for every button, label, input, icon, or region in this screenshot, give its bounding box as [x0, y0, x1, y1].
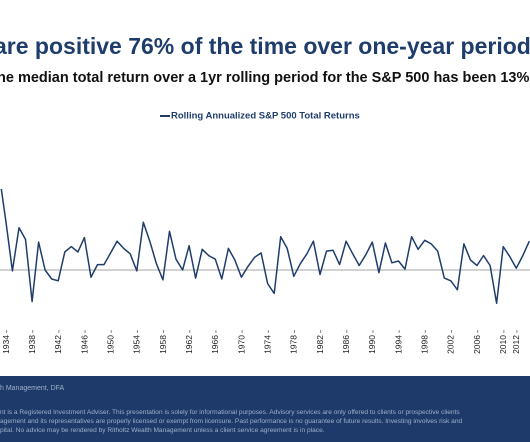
x-tick-label: 1942	[53, 335, 63, 354]
chart-title: are positive 76% of the time over one-ye…	[0, 33, 530, 59]
x-tick-label: 1958	[158, 335, 168, 354]
x-tick-label: 2010	[498, 335, 508, 354]
chart-subtitle: he median total return over a 1yr rollin…	[0, 70, 529, 86]
x-tick-label: 1954	[132, 335, 142, 354]
footer-band	[0, 376, 530, 442]
x-tick-label: 2012	[511, 335, 521, 354]
x-tick-label: 1970	[236, 335, 246, 354]
x-tick-label: 1978	[289, 335, 299, 354]
x-tick-label: 2002	[446, 335, 456, 354]
footer-source: h Management, DFA	[0, 385, 65, 392]
x-tick-label: 1986	[341, 335, 351, 354]
x-tick-label: 1990	[367, 335, 377, 354]
footer-disclaimer: nt is a Registered Investment Adviser. T…	[0, 409, 460, 416]
legend-label: Rolling Annualized S&P 500 Total Returns	[171, 111, 360, 122]
x-tick-label: 1938	[27, 335, 37, 354]
x-tick-label: 1974	[263, 335, 273, 354]
x-tick-label: 1934	[1, 335, 11, 354]
footer-disclaimer: agement and its representatives are prop…	[0, 418, 462, 425]
x-tick-label: 1982	[315, 335, 325, 354]
x-tick-label: 1966	[210, 335, 220, 354]
x-tick-label: 1998	[420, 335, 430, 354]
x-tick-label: 2006	[472, 335, 482, 354]
footer-disclaimer: pital. No advice may be rendered by Rith…	[0, 427, 325, 434]
x-tick-label: 1994	[393, 335, 403, 354]
x-tick-label: 1950	[105, 335, 115, 354]
x-tick-label: 1962	[184, 335, 194, 354]
x-tick-label: 1946	[79, 335, 89, 354]
series-line	[0, 188, 530, 305]
